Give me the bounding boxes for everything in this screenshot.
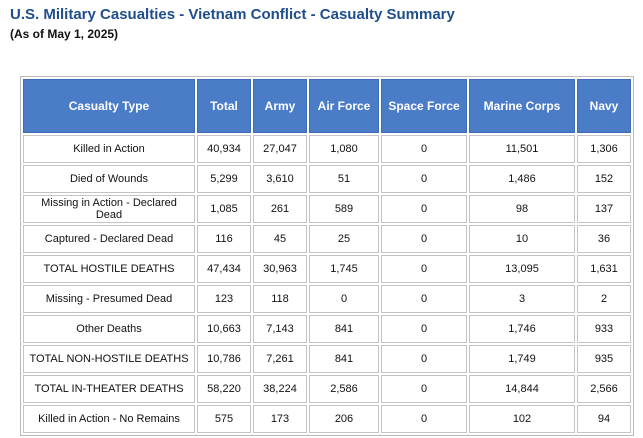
air-force-cell: 589 [309,195,379,223]
table-row: Missing in Action - Declared Dead 1,085 26… [23,195,631,223]
space-force-cell: 0 [381,225,467,253]
space-force-cell: 0 [381,135,467,163]
table-row: Other Deaths 10,663 7,143 841 0 1,746 933 [23,315,631,343]
column-header-army: Army [253,79,307,133]
air-force-cell: 51 [309,165,379,193]
navy-cell: 1,631 [577,255,631,283]
total-cell: 58,220 [197,375,251,403]
marine-corps-cell: 14,844 [469,375,575,403]
navy-cell: 152 [577,165,631,193]
space-force-cell: 0 [381,375,467,403]
table-header-row: Casualty Type Total Army Air Force Space… [23,79,631,133]
army-cell: 27,047 [253,135,307,163]
army-cell: 38,224 [253,375,307,403]
total-cell: 40,934 [197,135,251,163]
marine-corps-cell: 1,746 [469,315,575,343]
casualty-type-cell: Missing in Action - Declared Dead [23,195,195,223]
air-force-cell: 25 [309,225,379,253]
air-force-cell: 0 [309,285,379,313]
space-force-cell: 0 [381,255,467,283]
air-force-cell: 1,745 [309,255,379,283]
total-cell: 116 [197,225,251,253]
column-header-total: Total [197,79,251,133]
column-header-space-force: Space Force [381,79,467,133]
casualty-type-cell: Killed in Action - No Remains [23,405,195,433]
table-row: Killed in Action 40,934 27,047 1,080 0 11,501… [23,135,631,163]
space-force-cell: 0 [381,345,467,373]
space-force-cell: 0 [381,195,467,223]
casualty-type-cell: Other Deaths [23,315,195,343]
total-cell: 5,299 [197,165,251,193]
casualty-type-cell: TOTAL NON-HOSTILE DEATHS [23,345,195,373]
casualty-type-cell: Missing - Presumed Dead [23,285,195,313]
table-row: TOTAL HOSTILE DEATHS 47,434 30,963 1,745 0 13… [23,255,631,283]
marine-corps-cell: 11,501 [469,135,575,163]
space-force-cell: 0 [381,315,467,343]
marine-corps-cell: 1,749 [469,345,575,373]
navy-cell: 935 [577,345,631,373]
air-force-cell: 1,080 [309,135,379,163]
column-header-marine-corps: Marine Corps [469,79,575,133]
total-cell: 47,434 [197,255,251,283]
navy-cell: 2 [577,285,631,313]
army-cell: 3,610 [253,165,307,193]
table-row: Missing - Presumed Dead 123 118 0 0 3 2 [23,285,631,313]
as-of-date: (As of May 1, 2025) [10,27,119,41]
navy-cell: 2,566 [577,375,631,403]
space-force-cell: 0 [381,165,467,193]
air-force-cell: 206 [309,405,379,433]
table-row: Died of Wounds 5,299 3,610 51 0 1,486 152 [23,165,631,193]
casualty-type-cell: Died of Wounds [23,165,195,193]
space-force-cell: 0 [381,285,467,313]
marine-corps-cell: 1,486 [469,165,575,193]
total-cell: 123 [197,285,251,313]
marine-corps-cell: 98 [469,195,575,223]
casualty-type-cell: TOTAL IN-THEATER DEATHS [23,375,195,403]
navy-cell: 36 [577,225,631,253]
army-cell: 7,143 [253,315,307,343]
total-cell: 10,786 [197,345,251,373]
column-header-navy: Navy [577,79,631,133]
table-row: TOTAL NON-HOSTILE DEATHS 10,786 7,261 841 0 1… [23,345,631,373]
table-row: Killed in Action - No Remains 575 173 206 0 1… [23,405,631,433]
army-cell: 173 [253,405,307,433]
total-cell: 575 [197,405,251,433]
navy-cell: 94 [577,405,631,433]
table-row: Captured - Declared Dead 116 45 25 0 10 36 [23,225,631,253]
casualty-type-cell: Captured - Declared Dead [23,225,195,253]
marine-corps-cell: 3 [469,285,575,313]
page-title: U.S. Military Casualties - Vietnam Confl… [10,6,455,23]
army-cell: 261 [253,195,307,223]
air-force-cell: 2,586 [309,375,379,403]
navy-cell: 1,306 [577,135,631,163]
army-cell: 7,261 [253,345,307,373]
marine-corps-cell: 10 [469,225,575,253]
air-force-cell: 841 [309,315,379,343]
army-cell: 45 [253,225,307,253]
marine-corps-cell: 102 [469,405,575,433]
table-row: TOTAL IN-THEATER DEATHS 58,220 38,224 2,586… [23,375,631,403]
marine-corps-cell: 13,095 [469,255,575,283]
army-cell: 118 [253,285,307,313]
column-header-casualty-type: Casualty Type [23,79,195,133]
casualty-type-cell: TOTAL HOSTILE DEATHS [23,255,195,283]
column-header-air-force: Air Force [309,79,379,133]
casualty-type-cell: Killed in Action [23,135,195,163]
total-cell: 10,663 [197,315,251,343]
total-cell: 1,085 [197,195,251,223]
space-force-cell: 0 [381,405,467,433]
navy-cell: 933 [577,315,631,343]
navy-cell: 137 [577,195,631,223]
air-force-cell: 841 [309,345,379,373]
casualty-summary-table: Casualty Type Total Army Air Force Space… [20,76,634,436]
army-cell: 30,963 [253,255,307,283]
